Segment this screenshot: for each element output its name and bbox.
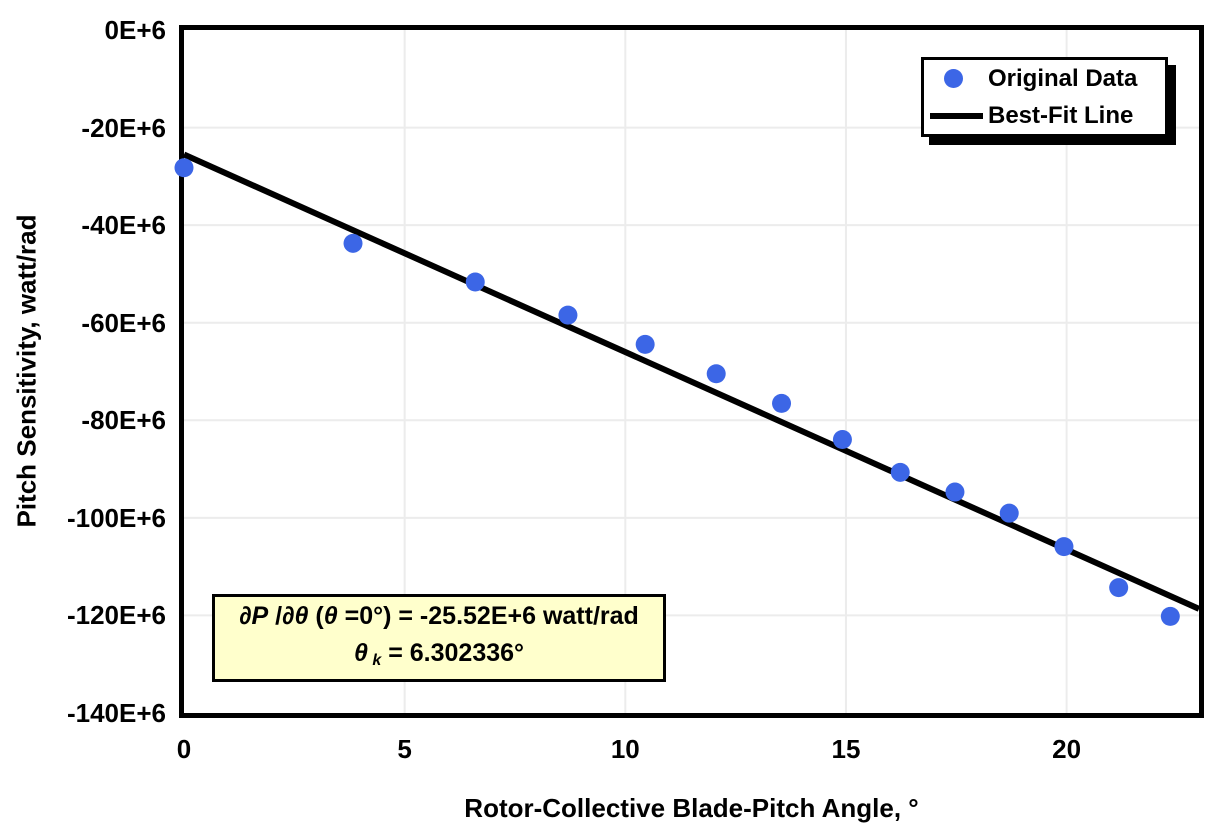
data-point [1054,537,1074,557]
annotation-text-segment: =0°) = -25.52E+6 watt/rad [337,601,639,630]
data-point [1109,578,1129,598]
best-fit-line [182,151,1201,612]
annotation-text-segment: k [367,651,382,669]
y-tick-label: -80E+6 [81,405,166,436]
x-axis-title: Rotor-Collective Blade-Pitch Angle, ° [464,793,919,823]
annotation-text-segment: = 6.302336° [381,638,525,667]
y-tick-label: -60E+6 [81,307,166,338]
y-tick-label: -120E+6 [66,600,166,631]
data-point [999,503,1019,523]
annotation-text-segment: ∂θ [282,601,309,630]
y-tick-label: -20E+6 [81,112,166,143]
data-point [635,334,655,354]
legend-item-original-data: Original Data [924,60,1165,97]
y-tick-label: 0E+6 [104,15,166,45]
data-point [832,430,852,450]
data-point [706,364,726,384]
annotation-line-1: ∂P /∂θ (θ =0°) = -25.52E+6 watt/rad [239,598,639,635]
data-point [890,462,910,482]
legend-label: Original Data [988,64,1138,92]
line-marker-icon [930,112,983,119]
x-tick-label: 15 [831,734,861,764]
annotation-line-2: θ k = 6.302336° [354,635,524,679]
annotation-text-segment: ( [308,601,324,630]
annotation-text-segment: θ [323,601,338,630]
legend: Original Data Best-Fit Line [921,57,1168,137]
y-tick-label: -140E+6 [66,698,166,728]
data-point [465,272,485,292]
annotation-text-segment: θ [353,638,368,667]
data-point [558,305,578,325]
x-tick-label: 20 [1052,734,1082,764]
data-point [174,158,194,178]
y-tick-label: -100E+6 [66,502,166,533]
legend-item-best-fit-line: Best-Fit Line [924,97,1165,134]
annotation-text-segment: / [268,601,283,630]
data-point [343,233,363,253]
scatter-marker-icon [944,69,963,88]
x-tick-label: 10 [610,734,640,764]
data-point [772,393,792,413]
annotation-box: ∂P /∂θ (θ =0°) = -25.52E+6 watt/rad θ k … [212,594,666,682]
data-point [945,482,965,502]
y-axis-title: Pitch Sensitivity, watt/rad [11,214,42,528]
data-point [1160,606,1180,626]
y-tick-label: -40E+6 [81,210,166,241]
x-tick-label: 5 [397,734,412,764]
x-tick-label: 0 [176,734,192,764]
legend-label: Best-Fit Line [988,101,1134,129]
annotation-text-segment: ∂P [239,601,269,630]
